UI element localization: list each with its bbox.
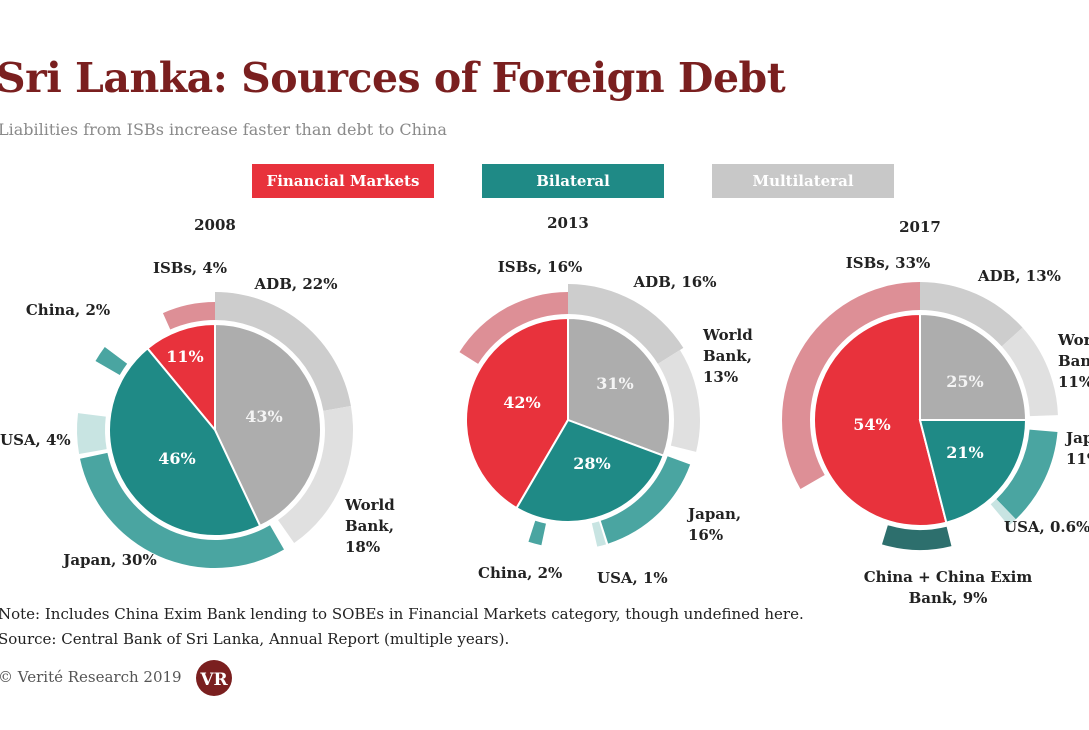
chart-2008-slice-label-financial-markets: 11% (166, 347, 203, 366)
chart-2017-outer-label-isb: ISBs, 33% (846, 254, 931, 272)
chart-2008-outer-label-usa: USA, 4% (0, 431, 71, 449)
chart-2013-slice-label-multilateral: 31% (596, 374, 633, 393)
chart-subtitle: Liabilities from ISBs increase faster th… (0, 120, 447, 139)
chart-2013-outer-segment-isb (459, 292, 568, 364)
chart-2017-slice-label-bilateral: 21% (946, 443, 983, 462)
chart-2017-outer-segment-adb (920, 282, 1023, 347)
chart-2013-pie-slice-multilateral (567, 316, 671, 458)
chart-2017-outer-label-china: China + China Exim (864, 568, 1033, 586)
legend-multilateral: Multilateral (712, 164, 894, 198)
chart-2008-outer-label-world-bank: World (344, 496, 395, 514)
chart-2013-outer-label-japan-line-2: 16% (688, 526, 723, 544)
chart-2013-pie-slice-bilateral (515, 418, 665, 523)
chart-2013-outer-label-isb: ISBs, 16% (498, 258, 583, 276)
chart-2008-outer-segment-isb (162, 302, 215, 330)
chart-2008-slice-label-multilateral: 43% (245, 407, 282, 426)
legend-financial-markets: Financial Markets (252, 164, 434, 198)
chart-2013-outer-segment-japan (600, 456, 691, 544)
chart-2013-outer-label-adb: ADB, 16% (633, 273, 717, 291)
chart-2008-outer-segment-usa (77, 413, 107, 454)
chart-2008-outer-segment-china (95, 346, 128, 375)
chart-2008-outer-label-isb: ISBs, 4% (153, 259, 227, 277)
chart-2013-year-label: 2013 (547, 214, 589, 232)
note-text: Note: Includes China Exim Bank lending t… (0, 605, 804, 623)
chart-2008-outer-label-world-bank-line-2: Bank, (345, 517, 394, 535)
source-text: Source: Central Bank of Sri Lanka, Annua… (0, 630, 510, 648)
chart-2008-year-label: 2008 (194, 216, 236, 234)
chart-2013-outer-label-world-bank-line-3: 13% (703, 368, 738, 386)
chart-2013-outer-label-usa: USA, 1% (597, 569, 668, 587)
chart-2017-outer-label-world-bank-line-3: 11% (1058, 373, 1089, 391)
chart-2013-pie-slice-financial-markets (465, 316, 569, 510)
chart-2017-outer-segment-isb (781, 282, 920, 489)
chart-2013-outer-label-japan: Japan, (686, 505, 741, 523)
chart-2008-outer-segment-adb (215, 292, 351, 411)
chart-2017-slice-label-financial-markets: 54% (853, 415, 890, 434)
chart-2017-slice-label-multilateral: 25% (946, 372, 983, 391)
chart-2013-slice-label-financial-markets: 42% (503, 393, 540, 412)
chart-2008-outer-label-japan: Japan, 30% (61, 551, 157, 569)
chart-2017-pie-slice-financial-markets (813, 312, 948, 527)
chart-2017-outer-label-usa: USA, 0.6% (1004, 518, 1089, 536)
chart-2017-pie-slice-multilateral (919, 312, 1028, 421)
chart-2013-outer-segment-world-bank (657, 350, 700, 452)
chart-2008-pie-slice-financial-markets (146, 322, 216, 433)
chart-2017-outer-segment-world-bank (1001, 327, 1058, 417)
chart-2013-slice-label-bilateral: 28% (573, 454, 610, 473)
verite-logo: VR (196, 660, 232, 696)
logo-text: VR (199, 670, 228, 690)
chart-2017-outer-segment-japan (996, 429, 1058, 520)
chart-2017-outer-label-china-line-2: Bank, 9% (909, 589, 988, 607)
chart-2017-pie-slice-bilateral (918, 419, 1028, 524)
chart-2013-outer-label-world-bank-line-2: Bank, (703, 347, 752, 365)
chart-2017-outer-label-japan: Japan, (1064, 429, 1089, 447)
chart-2013-outer-label-china: China, 2% (478, 564, 562, 582)
legend-label-multilateral: Multilateral (752, 172, 854, 190)
legend-label-financial-markets: Financial Markets (266, 172, 420, 190)
chart-2013-outer-segment-china (528, 520, 546, 546)
chart-2017-outer-segment-china (881, 525, 952, 550)
chart-2017-outer-label-adb: ADB, 13% (977, 267, 1061, 285)
chart-2013-outer-segment-usa (591, 521, 607, 547)
legend-bilateral: Bilateral (482, 164, 664, 198)
chart-2008-outer-label-adb: ADB, 22% (254, 275, 338, 293)
chart-2008-pie-slice-multilateral (214, 322, 322, 528)
chart-2017-outer-label-world-bank-line-2: Bank, (1058, 352, 1089, 370)
chart-2017-year-label: 2017 (899, 218, 941, 236)
chart-2008-slice-label-bilateral: 46% (158, 449, 195, 468)
chart-2017-outer-label-japan-line-2: 11% (1066, 450, 1089, 468)
chart-2008-outer-segment-japan (80, 452, 285, 569)
chart-2008-pie-slice-bilateral (108, 346, 262, 537)
chart-2008-outer-label-world-bank-line-3: 18% (345, 538, 380, 556)
chart-2013-outer-label-world-bank: World (702, 326, 753, 344)
chart-2013-outer-segment-adb (568, 284, 684, 364)
copyright-footer: © Verité Research 2019 (0, 668, 182, 686)
chart-2008-outer-label-china: China, 2% (26, 301, 110, 319)
chart-2017-outer-segment-usa (990, 499, 1016, 526)
legend-label-bilateral: Bilateral (536, 172, 610, 190)
chart-2017-outer-label-world-bank: World (1057, 331, 1089, 349)
chart-2008-outer-segment-world-bank (278, 406, 353, 544)
chart-title: Sri Lanka: Sources of Foreign Debt (0, 54, 786, 102)
